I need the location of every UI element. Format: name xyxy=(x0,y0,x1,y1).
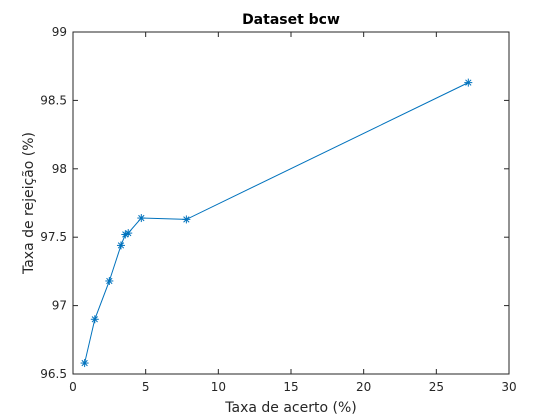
series-line xyxy=(84,82,469,364)
data-point-marker xyxy=(116,241,125,250)
y-tick-label: 97 xyxy=(52,299,67,313)
y-tick-label: 98 xyxy=(52,162,67,176)
series xyxy=(80,78,473,368)
data-point-marker xyxy=(464,78,473,87)
x-tick-label: 5 xyxy=(142,380,150,394)
data-point-marker xyxy=(137,214,146,223)
plot-box xyxy=(72,31,510,375)
y-axis-label: Taxa de rejeição (%) xyxy=(21,132,37,275)
x-tick-label: 10 xyxy=(211,380,226,394)
y-tick-label: 99 xyxy=(52,25,67,39)
data-point-marker xyxy=(124,229,133,238)
x-tick-label: 0 xyxy=(69,380,77,394)
x-tick-label: 30 xyxy=(501,380,516,394)
y-tick-label: 98.5 xyxy=(40,93,67,107)
x-axis-label: Taxa de acerto (%) xyxy=(224,400,356,416)
x-tick-label: 25 xyxy=(429,380,444,394)
data-point-marker xyxy=(182,215,191,224)
data-point-marker xyxy=(105,276,114,285)
axes xyxy=(72,31,510,375)
y-ticks: 96.5 97 97.5 98 98.5 99 xyxy=(40,25,509,381)
data-point-marker xyxy=(80,359,89,368)
x-tick-label: 15 xyxy=(283,380,298,394)
y-tick-label: 96.5 xyxy=(40,367,67,381)
chart-title: Dataset bcw xyxy=(242,12,340,28)
y-tick-label: 97.5 xyxy=(40,230,67,244)
x-ticks: 0 5 10 15 20 25 30 xyxy=(69,32,517,394)
data-point-marker xyxy=(90,315,99,324)
x-tick-label: 20 xyxy=(356,380,371,394)
